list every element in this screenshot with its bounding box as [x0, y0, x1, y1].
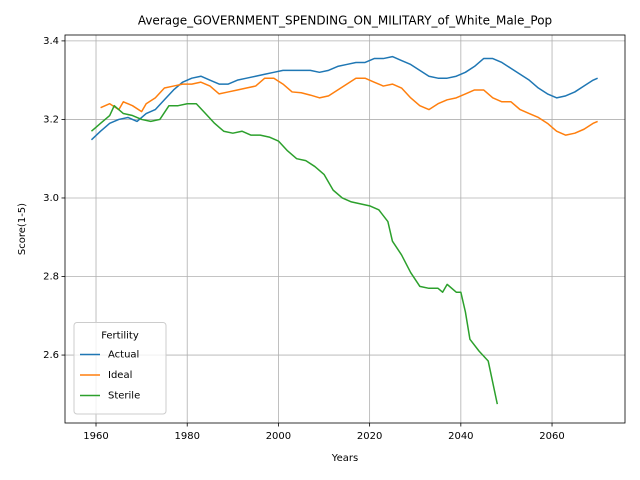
- legend-box: [73, 322, 167, 415]
- y-axis-label: Score(1-5): [17, 203, 28, 255]
- x-tick-label: 1980: [174, 431, 199, 442]
- legend-label: Sterile: [108, 391, 140, 402]
- legend-label: Actual: [108, 350, 139, 361]
- legend: Fertility Actual Ideal Sterile: [73, 322, 167, 415]
- y-tick-label: 2.8: [43, 272, 59, 283]
- data-line: [90, 102, 499, 405]
- chart-title: Average_GOVERNMENT_SPENDING_ON_MILITARY_…: [138, 14, 552, 28]
- y-tick-label: 3.4: [43, 36, 59, 47]
- y-tick-label: 3.2: [43, 114, 59, 125]
- y-tick-label: 3.0: [43, 193, 59, 204]
- data-line: [90, 55, 598, 141]
- x-tick-label: 2040: [448, 431, 473, 442]
- x-tick-label: 2060: [539, 431, 564, 442]
- x-axis-label: Years: [331, 453, 358, 464]
- grid: [65, 35, 625, 423]
- x-tick-label: 2020: [357, 431, 382, 442]
- x-tick-label: 1960: [83, 431, 108, 442]
- legend-label: Ideal: [108, 370, 132, 381]
- y-tick-label: 2.6: [43, 350, 59, 361]
- axes-frame: [64, 34, 626, 424]
- x-tick-label: 2000: [266, 431, 291, 442]
- legend-title: Fertility: [101, 331, 139, 342]
- data-line: [100, 77, 598, 136]
- plot-area: [90, 55, 598, 405]
